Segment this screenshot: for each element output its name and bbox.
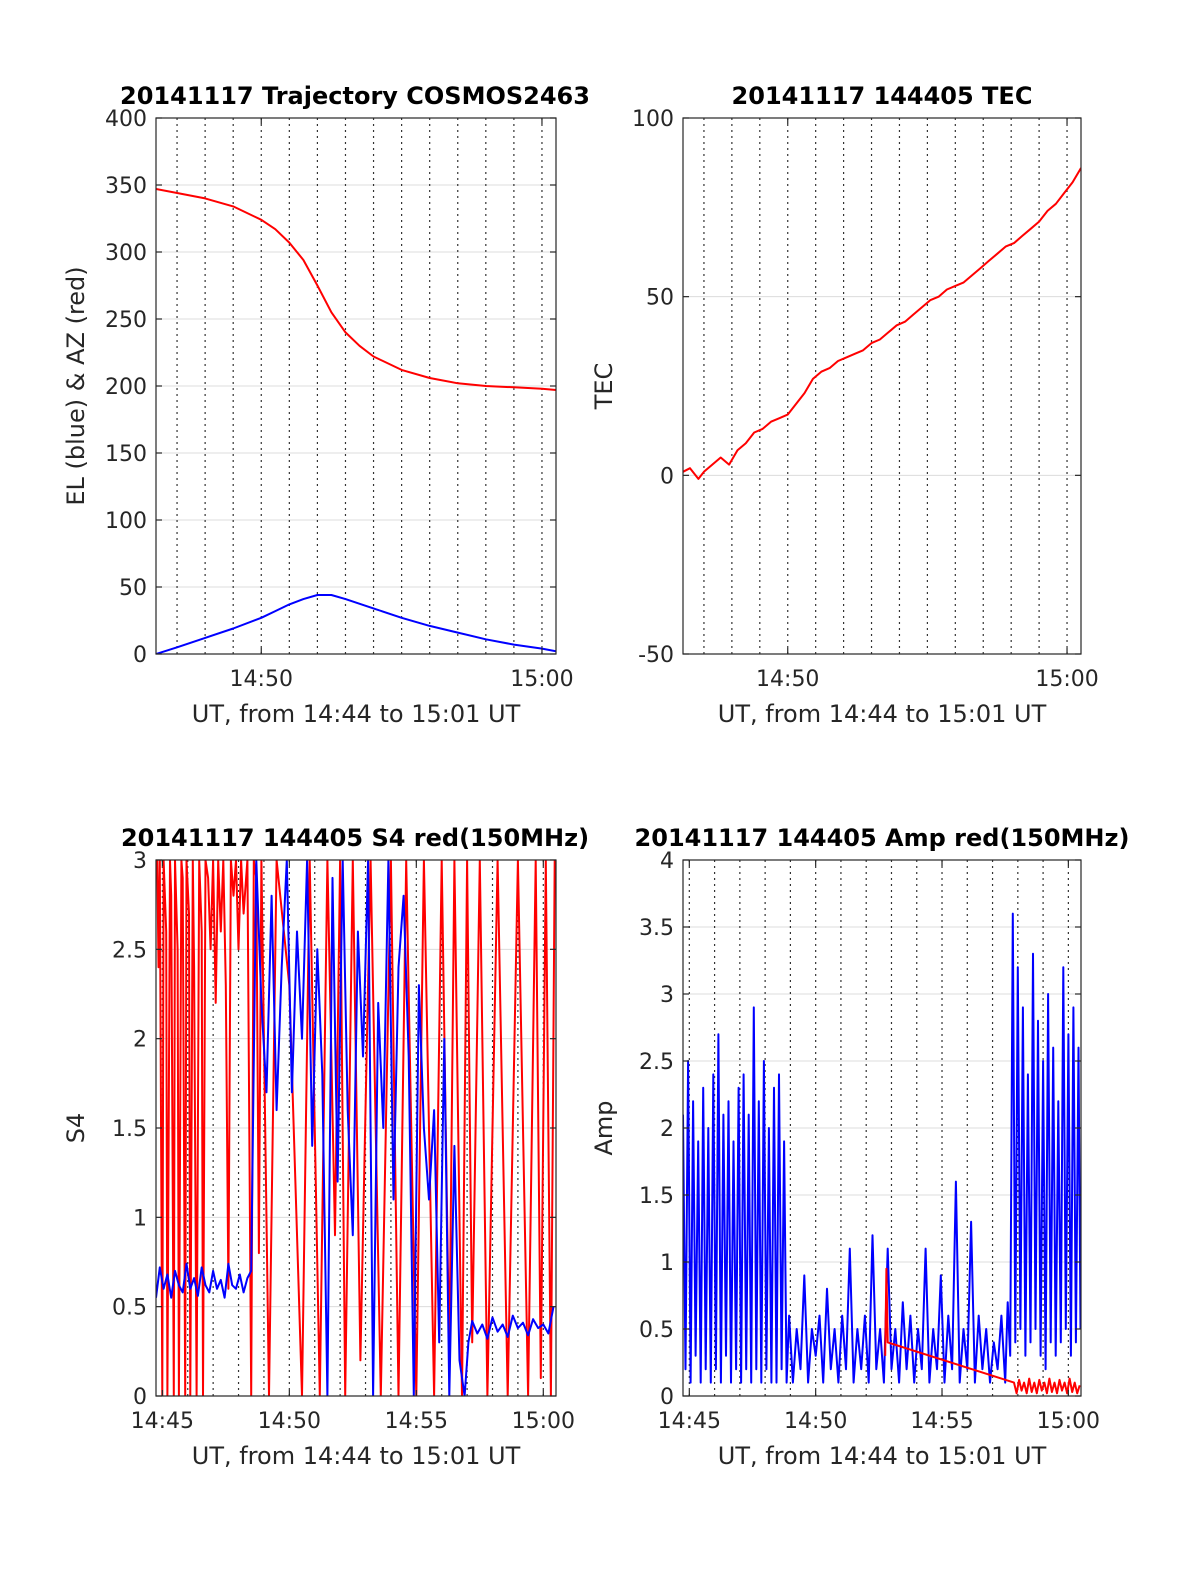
chart-panel-4: 0 0.5 1 1.5 2 2.5 3 3.5 4 14:45 14:50 14:55 15:00 201… xyxy=(590,824,1129,1470)
series-line-2 xyxy=(156,188,556,391)
x-axis-label: UT, from 14:44 to 15:01 UT xyxy=(718,1442,1047,1470)
y-tick-label: 1.5 xyxy=(112,1117,147,1142)
series-line-1 xyxy=(156,594,556,654)
y-tick-label: 2 xyxy=(133,1028,147,1053)
y-tick-label: 1.5 xyxy=(639,1184,674,1209)
y-axis-label: Amp xyxy=(590,1100,618,1155)
y-tick-label: 0 xyxy=(133,643,147,668)
x-tick-label: 14:45 xyxy=(131,1409,194,1434)
y-tick-label: 100 xyxy=(105,509,147,534)
x-tick-label: 14:50 xyxy=(756,667,819,692)
x-tick-label: 15:00 xyxy=(510,667,573,692)
chart-title: 20141117 Trajectory COSMOS2463 xyxy=(120,82,590,110)
y-tick-label: 0 xyxy=(660,464,674,489)
chart-panel-2: -50 0 50 100 14:50 15:00 20141117 144405 TEC UT… xyxy=(590,82,1099,728)
y-axis-label: TEC xyxy=(590,363,618,411)
chart-title: 20141117 144405 S4 red(150MHz) xyxy=(121,824,589,852)
y-tick-label: 150 xyxy=(105,442,147,467)
y-tick-label: -50 xyxy=(638,643,674,668)
x-tick-label: 15:00 xyxy=(512,1409,575,1434)
series-line-1 xyxy=(683,912,1081,1384)
y-tick-label: 350 xyxy=(105,174,147,199)
y-tick-label: 2 xyxy=(660,1117,674,1142)
series-line-1 xyxy=(683,167,1081,480)
chart-panel-3: 0 0.5 1 1.5 2 2.5 3 14:45 14:50 14:55 15:00 2014111… xyxy=(62,824,589,1470)
y-tick-label: 3.5 xyxy=(639,916,674,941)
y-tick-label: 0 xyxy=(660,1385,674,1410)
axes-box xyxy=(682,117,1082,655)
y-tick-label: 50 xyxy=(646,286,674,311)
y-tick-label: 2.5 xyxy=(639,1050,674,1075)
x-tick-label: 14:55 xyxy=(385,1409,448,1434)
y-axis-label: EL (blue) & AZ (red) xyxy=(62,266,90,505)
x-tick-label: 14:50 xyxy=(784,1409,847,1434)
series-line-2 xyxy=(156,860,555,1396)
x-tick-label: 15:00 xyxy=(1035,667,1098,692)
x-tick-label: 14:45 xyxy=(658,1409,721,1434)
series-line-1 xyxy=(156,860,556,1396)
x-tick-label: 15:00 xyxy=(1037,1409,1100,1434)
y-tick-label: 0.5 xyxy=(639,1318,674,1343)
y-tick-label: 400 xyxy=(105,107,147,132)
chart-title: 20141117 144405 TEC xyxy=(732,82,1033,110)
x-axis-label: UT, from 14:44 to 15:01 UT xyxy=(192,700,521,728)
y-tick-label: 100 xyxy=(632,107,674,132)
y-tick-label: 2.5 xyxy=(112,938,147,963)
y-tick-label: 4 xyxy=(660,849,674,874)
x-tick-label: 14:50 xyxy=(230,667,293,692)
y-tick-label: 3 xyxy=(133,849,147,874)
y-tick-label: 300 xyxy=(105,241,147,266)
x-axis-label: UT, from 14:44 to 15:01 UT xyxy=(718,700,1047,728)
x-tick-label: 14:50 xyxy=(258,1409,321,1434)
y-tick-label: 1 xyxy=(660,1251,674,1276)
x-tick-label: 14:55 xyxy=(910,1409,973,1434)
y-tick-label: 1 xyxy=(133,1206,147,1231)
x-axis-label: UT, from 14:44 to 15:01 UT xyxy=(192,1442,521,1470)
series-line-2 xyxy=(884,1267,1081,1395)
y-tick-label: 0.5 xyxy=(112,1296,147,1321)
y-tick-label: 0 xyxy=(133,1385,147,1410)
y-tick-label: 250 xyxy=(105,308,147,333)
chart-panel-1: 0 50 100 150 200 250 300 350 400 14:50 15:00 201411… xyxy=(62,82,590,728)
y-tick-label: 200 xyxy=(105,375,147,400)
chart-title: 20141117 144405 Amp red(150MHz) xyxy=(635,824,1130,852)
y-tick-label: 3 xyxy=(660,983,674,1008)
y-axis-label: S4 xyxy=(62,1113,90,1144)
y-tick-label: 50 xyxy=(119,576,147,601)
